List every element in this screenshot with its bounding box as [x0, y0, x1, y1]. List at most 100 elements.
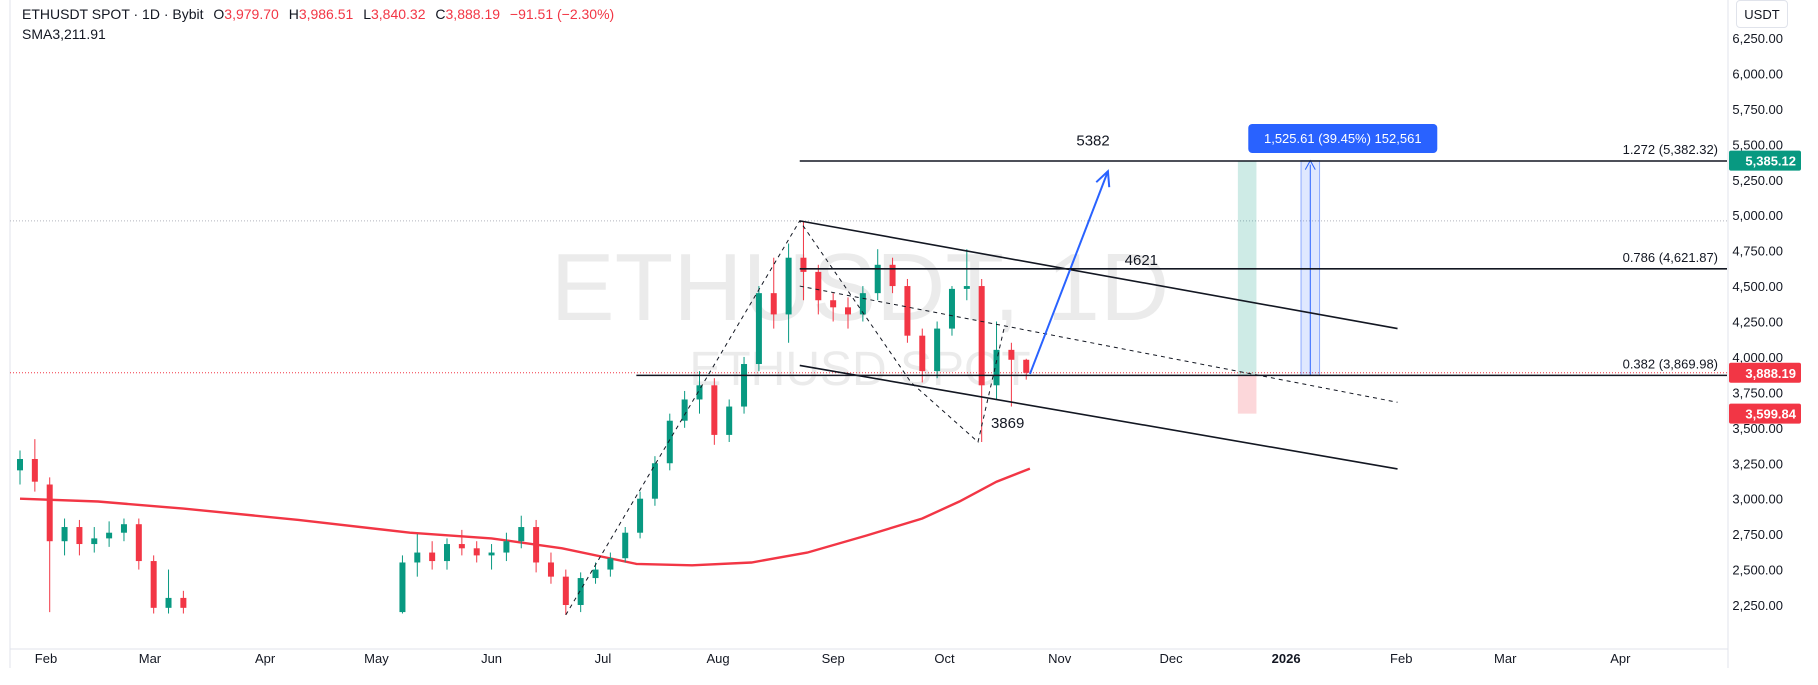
candle-body: [815, 271, 822, 301]
fib-level-label-0: 1.272 (5,382.32): [1623, 142, 1718, 157]
candle-body: [503, 541, 510, 553]
x-tick-label: Jun: [481, 651, 502, 666]
candle-6: [106, 521, 113, 547]
candle-body: [770, 293, 777, 315]
candle-33: [711, 378, 718, 445]
candle-body: [61, 527, 68, 542]
candle-28: [637, 491, 644, 539]
y-tick-label: 6,000.00: [1732, 66, 1783, 81]
candle-49: [948, 286, 955, 336]
candle-20: [518, 515, 525, 549]
candle-body: [919, 335, 926, 372]
price-tags: 5,385.12 3,888.19 3,599.84: [1729, 150, 1801, 424]
symbol-title[interactable]: ETHUSDT SPOT · 1D · Bybit: [22, 6, 204, 22]
candle-body: [666, 420, 673, 464]
candle-body: [91, 538, 98, 545]
candle-body: [533, 527, 540, 563]
candle-26: [607, 552, 614, 577]
price-tag-bg-2: [1729, 403, 1801, 424]
annotation-0: 5382: [1076, 133, 1109, 150]
candle-45: [889, 257, 896, 294]
y-tick-label: 2,750.00: [1732, 527, 1783, 542]
candle-5: [91, 527, 98, 553]
y-tick-label: 5,500.00: [1732, 137, 1783, 152]
candle-19: [503, 532, 510, 562]
candle-8: [135, 518, 142, 570]
candles-group: [17, 220, 1030, 615]
close-label: C: [435, 6, 446, 22]
x-tick-label: Oct: [934, 651, 955, 666]
candle-body: [458, 544, 465, 549]
candle-body: [31, 458, 38, 482]
x-tick-label: Feb: [35, 651, 57, 666]
candle-21: [533, 519, 540, 573]
candle-body: [696, 385, 703, 400]
currency-button[interactable]: USDT: [1736, 0, 1788, 28]
price-tag-2: 3,599.84: [1745, 407, 1796, 422]
candle-body: [845, 307, 852, 315]
candle-12: [399, 555, 406, 614]
measure-label-text: 1,525.61 (39.45%) 152,561: [1264, 131, 1422, 146]
stop-zone: [1237, 375, 1257, 414]
candle-29: [651, 456, 658, 506]
indicator-value: 3,211.91: [52, 26, 106, 42]
indicator-legend[interactable]: SMA3,211.91: [22, 24, 106, 44]
candle-body: [859, 293, 866, 315]
y-tick-label: 3,250.00: [1732, 456, 1783, 471]
price-tag-bg-0: [1729, 150, 1801, 171]
candle-body: [651, 463, 658, 499]
candle-36: [755, 286, 762, 372]
y-tick-label: 3,500.00: [1732, 421, 1783, 436]
y-tick-label: 4,000.00: [1732, 350, 1783, 365]
candle-3: [61, 518, 68, 556]
candle-body: [518, 527, 525, 542]
candle-1: [31, 439, 38, 492]
candle-body: [165, 597, 172, 608]
candle-7: [120, 518, 127, 542]
candle-27: [622, 527, 629, 563]
x-tick-label: Apr: [255, 651, 276, 666]
candle-35: [741, 356, 748, 414]
y-tick-label: 5,750.00: [1732, 102, 1783, 117]
fib-level-label-1: 0.786 (4,621.87): [1623, 250, 1718, 265]
drawings-group: [565, 169, 1398, 616]
reference-lines: [10, 220, 1728, 374]
candle-body: [135, 524, 142, 562]
candle-body: [1008, 349, 1015, 360]
candle-48: [934, 321, 941, 379]
channel-mid-dashed-line: [799, 285, 1398, 403]
candle-44: [874, 249, 881, 301]
candle-body: [46, 484, 53, 542]
x-tick-label: Mar: [139, 651, 162, 666]
low-value: 3,840.32: [371, 6, 426, 22]
candle-body: [414, 552, 421, 563]
candle-9: [150, 555, 157, 614]
high-value: 3,986.51: [298, 6, 354, 22]
price-tag-0: 5,385.12: [1745, 154, 1796, 169]
candle-25: [592, 562, 599, 584]
x-tick-label: Aug: [706, 651, 729, 666]
measure-label-box: [1248, 124, 1438, 153]
candle-32: [696, 371, 703, 414]
open-value: 3,979.70: [224, 6, 279, 22]
candle-body: [711, 385, 718, 435]
candle-body: [592, 569, 599, 579]
candle-body: [755, 293, 762, 365]
candle-body: [473, 548, 480, 556]
candle-body: [993, 349, 1000, 386]
projection-arrow-shaft: [1029, 170, 1109, 375]
candle-body: [622, 532, 629, 559]
candle-body: [547, 562, 554, 577]
candle-body: [904, 286, 911, 336]
candle-38: [785, 243, 792, 343]
low-label: L: [363, 6, 371, 22]
candle-body: [399, 562, 406, 613]
candle-30: [666, 413, 673, 471]
y-tick-label: 6,250.00: [1732, 31, 1783, 46]
candle-34: [726, 399, 733, 442]
candle-body: [429, 552, 436, 562]
watermark-line1: ETHUSDT, 1D: [551, 234, 1170, 341]
x-tick-label: Jul: [595, 651, 612, 666]
price-tag-bg-1: [1729, 362, 1801, 383]
